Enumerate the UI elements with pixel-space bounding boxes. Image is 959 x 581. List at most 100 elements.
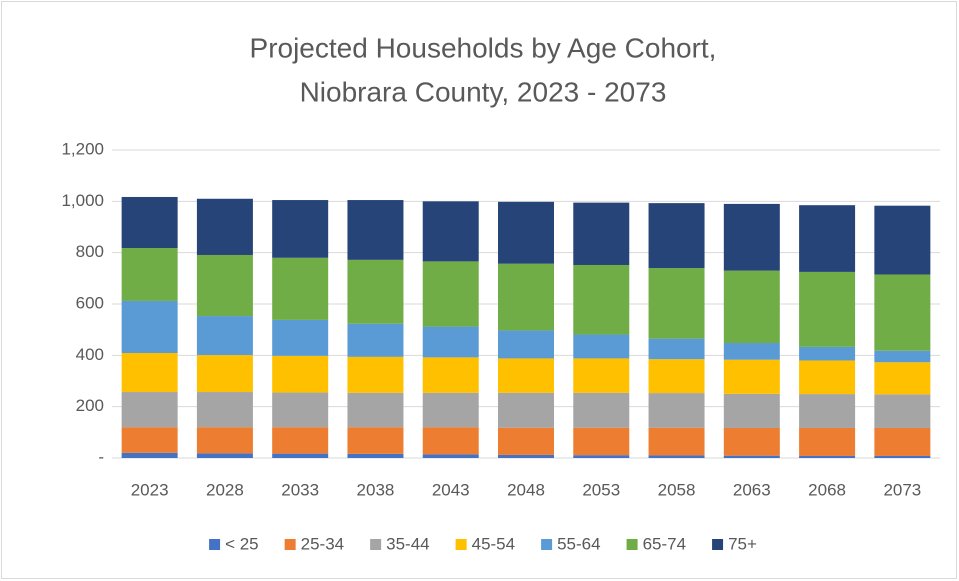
bar-segment <box>573 358 630 393</box>
legend-swatch <box>626 539 638 550</box>
chart-title: Projected Households by Age Cohort, <box>250 32 717 63</box>
bar-segment <box>648 393 705 428</box>
x-tick-label: 2063 <box>733 480 771 499</box>
bar-segment <box>573 427 630 456</box>
bar-segment <box>422 357 479 393</box>
y-tick-label: 600 <box>76 293 104 312</box>
x-tick-label: 2048 <box>507 480 545 499</box>
bar-segment <box>874 274 931 351</box>
bar-segment <box>799 455 856 458</box>
bar-segment <box>648 359 705 394</box>
bar-segment <box>422 427 479 455</box>
y-tick-label: 800 <box>76 242 104 261</box>
bar-segment <box>723 427 780 456</box>
bar-segment <box>347 392 404 428</box>
x-tick-label: 2038 <box>357 480 395 499</box>
legend-label: 45-54 <box>472 534 515 553</box>
bar-segment <box>498 427 554 455</box>
bar-segment <box>498 263 554 331</box>
bar-segment <box>422 261 479 327</box>
bar-segment <box>573 264 630 335</box>
bar-segment <box>121 427 178 453</box>
bar-segment <box>648 455 705 458</box>
legend-swatch <box>712 539 724 550</box>
legend-swatch <box>370 539 382 550</box>
bar-segment <box>723 270 780 344</box>
y-tick-label: 200 <box>76 396 104 415</box>
bar-segment <box>874 394 931 428</box>
bar-segment <box>347 356 404 393</box>
bar-segment <box>272 392 329 428</box>
bar-segment <box>648 338 705 360</box>
bar-segment <box>422 454 479 458</box>
bar-segment <box>196 427 253 454</box>
bar-segment <box>121 248 178 301</box>
legend-label: 25-34 <box>301 534 344 553</box>
bar-segment <box>272 453 329 458</box>
bar-segment <box>799 346 856 361</box>
y-tick-label: 1,000 <box>61 191 104 210</box>
bar-segment <box>272 257 329 320</box>
y-tick-label: 1,200 <box>61 139 104 158</box>
bar-segment <box>648 268 705 339</box>
bar-segment <box>573 455 630 458</box>
bar-segment <box>272 200 329 258</box>
bar-segment <box>874 350 931 363</box>
bar-segment <box>121 452 178 458</box>
legend-label: 55-64 <box>557 534 600 553</box>
bar-segment <box>874 205 931 275</box>
bar-segment <box>723 343 780 360</box>
legend-swatch <box>455 539 467 550</box>
bar-segment <box>196 254 253 317</box>
x-tick-label: 2028 <box>206 480 244 499</box>
legend-swatch <box>284 539 296 550</box>
bar-segment <box>121 300 178 354</box>
legend-swatch <box>541 539 553 550</box>
x-tick-label: 2033 <box>281 480 319 499</box>
x-tick-label: 2068 <box>808 480 846 499</box>
bar-segment <box>723 203 780 271</box>
legend-label: 35-44 <box>386 534 429 553</box>
bar-segment <box>347 453 404 458</box>
bar-segment <box>498 454 554 458</box>
legend-swatch <box>209 539 221 550</box>
x-tick-label: 2043 <box>432 480 470 499</box>
bar-segment <box>874 455 931 458</box>
bar-segment <box>648 427 705 456</box>
bar-segment <box>347 200 404 260</box>
bar-segment <box>121 353 178 393</box>
bar-segment <box>347 427 404 454</box>
bar-segment <box>422 392 479 428</box>
bar-segment <box>196 198 253 255</box>
bar-segment <box>272 355 329 393</box>
bar-segment <box>121 196 178 249</box>
bar-segment <box>121 392 178 428</box>
bar-segment <box>573 202 630 265</box>
x-tick-label: 2073 <box>883 480 921 499</box>
bar-segment <box>799 394 856 428</box>
x-tick-label: 2058 <box>658 480 696 499</box>
bar-segment <box>498 330 554 359</box>
bar-segment <box>422 326 479 358</box>
y-tick-label: - <box>98 447 104 466</box>
bar-segment <box>272 319 329 356</box>
bar-segment <box>498 201 554 264</box>
bar-segment <box>196 453 253 458</box>
bar-segment <box>799 271 856 347</box>
legend-label: 65-74 <box>643 534 686 553</box>
bar-segment <box>874 427 931 456</box>
bar-segment <box>723 359 780 394</box>
bar-segment <box>347 259 404 324</box>
bar-segment <box>196 355 253 393</box>
bar-segment <box>272 427 329 454</box>
bar-segment <box>723 455 780 458</box>
bar-segment <box>347 323 404 357</box>
x-tick-label: 2023 <box>131 480 169 499</box>
bar-segment <box>799 360 856 395</box>
chart-title: Niobrara County, 2023 - 2073 <box>300 76 667 107</box>
bar-segment <box>196 392 253 428</box>
bar-segment <box>196 316 253 356</box>
bar-segment <box>799 205 856 272</box>
y-tick-label: 400 <box>76 345 104 364</box>
